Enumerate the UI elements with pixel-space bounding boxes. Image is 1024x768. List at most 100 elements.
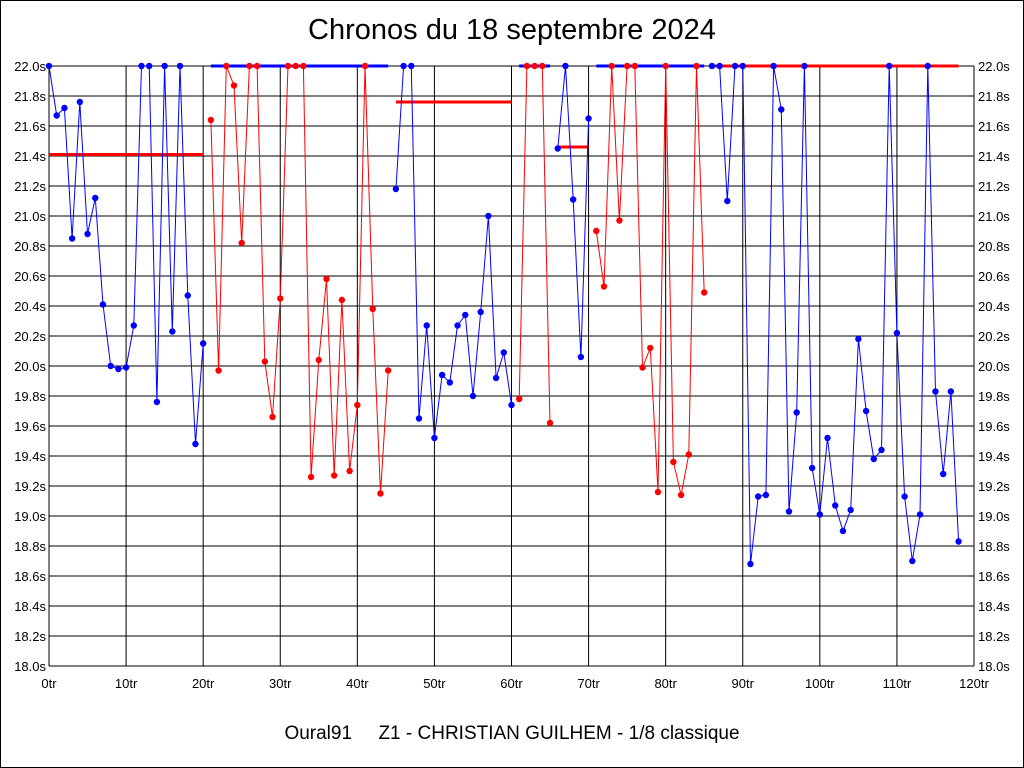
data-point [724, 197, 731, 205]
data-point [824, 434, 831, 442]
data-point [554, 145, 561, 152]
data-point [893, 329, 901, 337]
y-tick-label-left: 19.0s [14, 509, 46, 524]
data-point [122, 364, 130, 371]
data-point [277, 295, 284, 302]
data-point [916, 511, 924, 518]
series-lines [48, 65, 960, 565]
y-tick-label-left: 20.0s [14, 359, 46, 374]
y-tick-label-right: 21.6s [978, 119, 1010, 134]
y-tick-label-right: 22.0s [978, 59, 1010, 74]
y-tick-label-right: 20.8s [978, 239, 1010, 254]
data-point [76, 98, 84, 106]
data-point [747, 560, 754, 568]
data-point [862, 407, 870, 415]
y-tick-label-left: 20.2s [14, 329, 46, 344]
series-line [595, 65, 705, 496]
data-point [886, 62, 893, 70]
data-point [269, 413, 276, 421]
data-point [454, 322, 461, 329]
x-tick-label: 80tr [654, 676, 677, 691]
data-point [639, 364, 646, 371]
data-point [847, 506, 854, 514]
data-point [701, 289, 708, 296]
data-point [415, 415, 423, 422]
data-point [377, 490, 384, 497]
data-point [778, 106, 785, 113]
y-tick-label-left: 21.2s [14, 179, 46, 194]
series-line [210, 65, 389, 494]
data-point [485, 212, 492, 220]
data-point [207, 116, 215, 124]
data-point [346, 467, 353, 475]
data-point [569, 196, 577, 203]
y-tick-label-right: 19.8s [978, 389, 1010, 404]
y-tick-label-right: 20.4s [978, 299, 1010, 314]
x-tick-label: 100tr [805, 676, 835, 691]
data-point [801, 62, 808, 70]
data-point [130, 322, 137, 329]
data-point [739, 62, 746, 70]
data-point [115, 365, 122, 373]
y-tick-label-right: 21.0s [978, 209, 1010, 224]
data-point [492, 374, 500, 382]
data-point [315, 356, 322, 364]
data-point [523, 62, 531, 70]
data-point [909, 557, 916, 565]
data-point [546, 419, 554, 427]
y-tick-label-left: 22.0s [14, 59, 46, 74]
data-point [431, 434, 438, 442]
data-point [770, 62, 777, 70]
x-tick-label: 120tr [959, 676, 989, 691]
data-point [600, 283, 608, 290]
data-point [654, 488, 662, 496]
y-tick-label-left: 20.6s [14, 269, 46, 284]
series-line [711, 65, 960, 565]
axis-labels: 18.0s 18.0s 18.2s 18.2s 18.4s 18.4s 18.6s 18.6s… [14, 59, 1010, 691]
data-point [161, 62, 168, 70]
data-point [839, 527, 847, 535]
y-tick-label-left: 19.4s [14, 449, 46, 464]
y-tick-label-right: 20.0s [978, 359, 1010, 374]
data-points [45, 62, 962, 568]
data-point [585, 115, 592, 122]
data-point [253, 62, 261, 70]
data-point [539, 62, 546, 70]
data-point [338, 296, 346, 304]
data-point [246, 62, 253, 70]
data-point [438, 371, 446, 379]
data-point [369, 305, 376, 313]
data-point [662, 62, 669, 70]
data-point [354, 401, 361, 409]
average-lines [49, 64, 959, 156]
y-tick-label-left: 19.6s [14, 419, 46, 434]
data-point [670, 458, 677, 466]
data-point [223, 62, 230, 70]
data-point [323, 275, 330, 283]
data-point [230, 82, 238, 89]
data-point [462, 311, 469, 319]
series-line [395, 65, 512, 439]
x-tick-label: 90tr [732, 676, 755, 691]
y-tick-label-right: 21.8s [978, 89, 1010, 104]
x-tick-label: 10tr [115, 676, 138, 691]
data-point [107, 362, 114, 370]
x-tick-label: 40tr [346, 676, 369, 691]
y-tick-label-left: 18.0s [14, 659, 46, 674]
data-point [816, 511, 824, 518]
data-point [677, 491, 685, 499]
x-tick-label: 70tr [577, 676, 600, 691]
y-tick-label-right: 18.8s [978, 539, 1010, 554]
x-tick-label: 50tr [423, 676, 446, 691]
data-point [793, 409, 800, 416]
data-point [45, 62, 53, 70]
y-tick-label-right: 20.2s [978, 329, 1010, 344]
x-tick-label: 30tr [269, 676, 292, 691]
y-tick-label-left: 21.6s [14, 119, 46, 134]
y-tick-label-left: 21.4s [14, 149, 46, 164]
y-tick-label-left: 20.8s [14, 239, 46, 254]
data-point [331, 472, 338, 479]
y-tick-label-right: 18.2s [978, 629, 1010, 644]
y-tick-label-left: 18.2s [14, 629, 46, 644]
